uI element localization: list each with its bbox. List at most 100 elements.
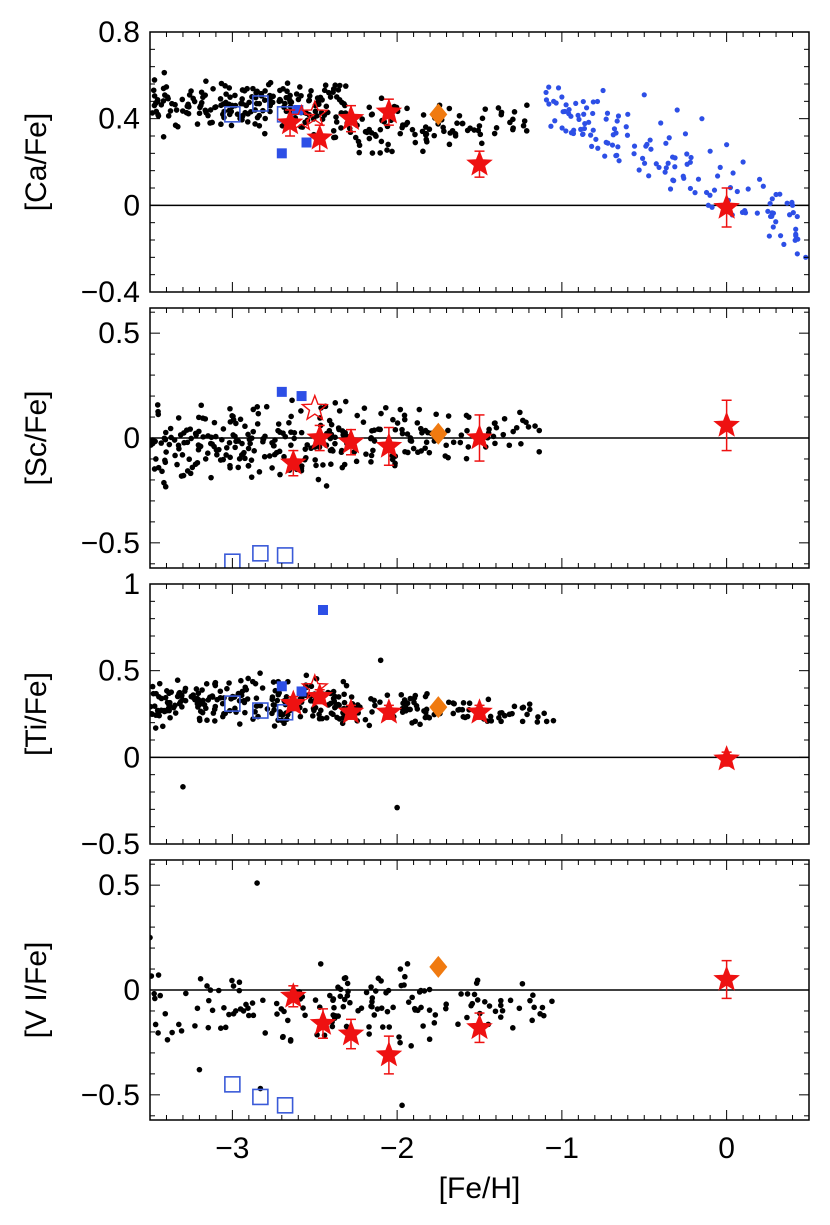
field-star-point <box>182 697 189 704</box>
disk-star-point <box>742 208 748 214</box>
field-star-point <box>165 113 172 119</box>
field-star-point <box>331 1004 337 1011</box>
field-star-point <box>150 87 157 94</box>
field-star-point <box>212 679 219 686</box>
field-star-point <box>284 1017 291 1024</box>
field-star-point <box>275 427 281 434</box>
disk-star-point <box>714 173 721 179</box>
field-star-point <box>332 400 339 406</box>
field-star-point <box>242 709 248 716</box>
field-star-point <box>200 434 206 440</box>
field-star-point <box>232 444 238 451</box>
field-star-point <box>493 125 500 131</box>
disk-star-point <box>666 135 672 141</box>
field-star-point <box>401 416 408 423</box>
disk-star-point <box>681 175 687 181</box>
field-star-point <box>368 695 374 702</box>
field-star-point <box>363 451 369 457</box>
field-star-point <box>250 428 257 435</box>
field-star-point <box>412 139 419 146</box>
field-star-point <box>226 111 233 118</box>
star-marker <box>375 1041 403 1067</box>
field-star-point <box>205 1024 212 1031</box>
field-star-point <box>262 433 268 440</box>
disk-star-point <box>707 192 713 198</box>
x-axis-title: [Fe/H] <box>439 1172 521 1205</box>
field-star-point <box>474 977 481 984</box>
field-star-point <box>230 432 236 438</box>
disk-star-point <box>615 113 622 119</box>
open-square-marker <box>252 1088 269 1106</box>
field-star-point <box>274 1011 280 1017</box>
field-star-point <box>475 127 482 134</box>
field-star-point <box>168 434 174 441</box>
filled-square-marker <box>293 105 304 115</box>
field-star-point <box>520 122 527 129</box>
field-star-point <box>302 446 309 452</box>
disk-star-point <box>593 136 599 142</box>
field-star-point <box>412 692 419 699</box>
field-star-point <box>287 99 294 106</box>
field-star-point <box>423 131 430 137</box>
field-star-point <box>419 128 426 135</box>
field-star-point <box>384 1008 391 1015</box>
field-star-point <box>254 114 261 121</box>
field-star-point <box>269 465 275 471</box>
disk-star-point <box>623 124 629 130</box>
field-star-point <box>426 986 433 993</box>
star-marker <box>276 109 304 135</box>
field-star-point <box>404 105 410 112</box>
field-star-point <box>471 991 478 998</box>
field-star-point <box>229 413 235 419</box>
field-star-point <box>363 989 370 996</box>
field-star-point <box>492 440 498 447</box>
field-star-point <box>539 1004 546 1011</box>
field-star-point <box>431 1020 438 1026</box>
disk-star-point <box>636 167 642 173</box>
field-star-point <box>239 96 245 102</box>
disk-star-point <box>658 120 664 126</box>
field-star-point <box>275 421 282 427</box>
field-star-point <box>188 88 194 94</box>
filled-square-marker <box>276 681 287 692</box>
disk-star-point <box>672 155 678 161</box>
field-star-point <box>196 717 203 724</box>
field-star-point <box>205 697 212 703</box>
field-star-point <box>169 100 175 107</box>
field-star-point <box>316 715 323 722</box>
field-star-point <box>426 449 433 456</box>
field-star-point <box>266 453 273 459</box>
disk-star-point <box>543 89 549 96</box>
disk-star-point <box>548 123 554 129</box>
field-star-point <box>368 129 375 136</box>
field-star-point <box>335 87 342 93</box>
field-star-point <box>407 695 414 702</box>
field-star-point <box>174 677 181 683</box>
disk-star-point <box>543 97 550 103</box>
field-star-point <box>269 694 276 700</box>
disk-star-point <box>709 204 715 210</box>
field-star-point <box>214 696 220 703</box>
field-star-point <box>454 120 460 126</box>
field-star-point <box>187 470 194 477</box>
field-star-point <box>377 126 384 133</box>
field-star-point <box>398 691 405 698</box>
field-star-point <box>414 420 421 426</box>
field-star-point <box>204 983 210 989</box>
field-star-point <box>518 441 524 447</box>
field-star-point <box>410 445 417 452</box>
field-star-point <box>280 430 286 436</box>
y-tick-label: 0.5 <box>98 869 140 902</box>
disk-star-point <box>566 106 572 113</box>
disk-star-point <box>602 153 608 159</box>
field-star-point <box>297 84 303 90</box>
field-star-point <box>172 702 178 709</box>
field-star-point <box>163 449 169 455</box>
disk-star-point <box>760 183 766 189</box>
disk-star-point <box>546 101 552 107</box>
field-star-point <box>384 692 391 698</box>
field-star-point <box>291 430 298 436</box>
disk-star-point <box>573 100 579 107</box>
field-star-point <box>247 440 253 447</box>
